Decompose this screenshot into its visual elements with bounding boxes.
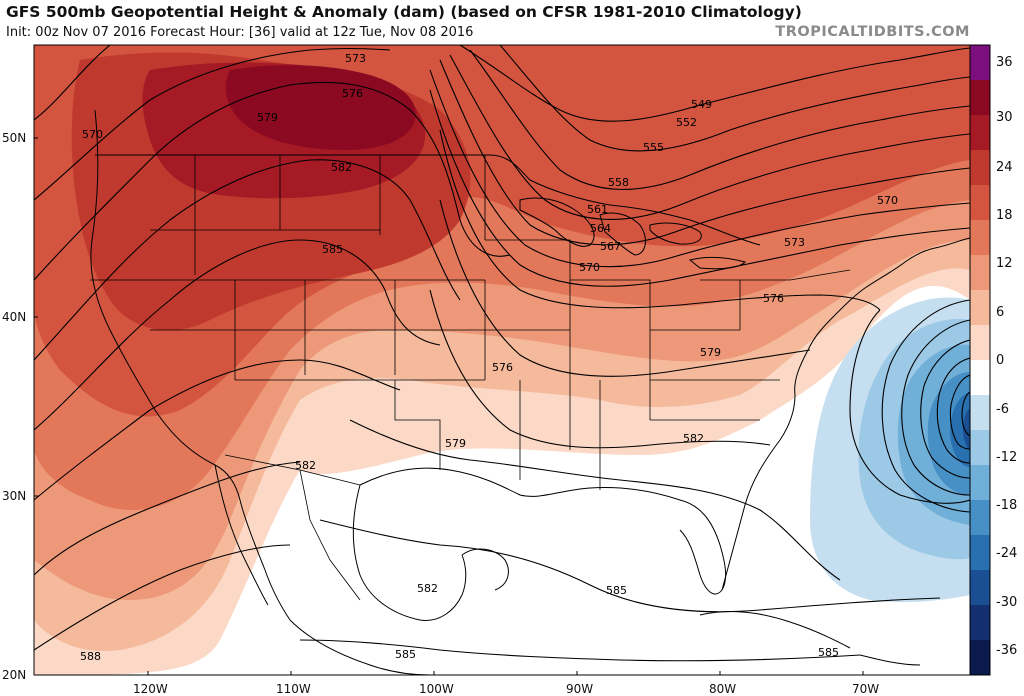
map-subtitle: Init: 00z Nov 07 2016 Forecast Hour: [36… — [6, 25, 474, 40]
colorbar-label: 12 — [996, 256, 1013, 271]
colorbar-segment — [970, 535, 990, 571]
contour-label: 582 — [295, 459, 316, 472]
colorbar-frame — [969, 44, 991, 676]
colorbar-segment — [970, 360, 990, 396]
contour-label: 579 — [445, 437, 466, 450]
lon-label-100w: 100W — [419, 682, 454, 696]
contour-label: 585 — [818, 646, 839, 659]
colorbar-segment — [970, 430, 990, 466]
contour-label: 552 — [676, 116, 697, 129]
colorbar-segment — [970, 115, 990, 151]
colorbar-segment — [970, 325, 990, 361]
lat-label-40n: 40N — [2, 310, 27, 324]
colorbar-segment — [970, 255, 990, 291]
contour-label: 570 — [877, 194, 898, 207]
contour-label: 582 — [417, 582, 438, 595]
colorbar-label: 36 — [996, 55, 1013, 70]
watermark: TROPICALTIDBITS.COM — [775, 24, 970, 40]
lon-label-90w: 90W — [566, 682, 594, 696]
lat-label-30n: 30N — [2, 489, 27, 503]
colorbar-label: 0 — [996, 353, 1005, 368]
lon-label-110w: 110W — [276, 682, 311, 696]
colorbar-label: -18 — [996, 498, 1018, 513]
contour-label: 582 — [331, 161, 352, 174]
contour-label: 567 — [600, 240, 621, 253]
contour-label: 579 — [257, 111, 278, 124]
colorbar-label: 18 — [996, 208, 1013, 223]
colorbar-segment — [970, 150, 990, 186]
contour-label: 573 — [784, 236, 805, 249]
contour-label: 549 — [691, 98, 712, 111]
colorbar-segment — [970, 640, 990, 676]
contour-label: 570 — [579, 261, 600, 274]
colorbar-label: 24 — [996, 160, 1013, 175]
contour-label: 570 — [82, 128, 103, 141]
contour-label: 573 — [345, 52, 366, 65]
anomaly-fill — [34, 45, 970, 675]
lon-label-80w: 80W — [709, 682, 737, 696]
colorbar-segment — [970, 500, 990, 536]
colorbar-segment — [970, 395, 990, 431]
colorbar-segment — [970, 45, 990, 81]
colorbar-segment — [970, 185, 990, 221]
colorbar-segment — [970, 80, 990, 116]
map-title: GFS 500mb Geopotential Height & Anomaly … — [6, 3, 802, 21]
lat-label-50n: 50N — [2, 131, 27, 145]
colorbar-segment — [970, 290, 990, 326]
contour-label: 585 — [606, 584, 627, 597]
lat-label-20n: 20N — [2, 668, 27, 682]
contour-label: 579 — [700, 346, 721, 359]
contour-label: 585 — [322, 243, 343, 256]
contour-label: 558 — [608, 176, 629, 189]
colorbar-segment — [970, 465, 990, 501]
contour-label: 576 — [342, 87, 363, 100]
contour-label-layer: 573 576 579 570 582 585 549 552 555 558 … — [80, 52, 898, 663]
colorbar-label: -24 — [996, 546, 1018, 561]
axis-ticks — [34, 137, 864, 675]
colorbar-segment — [970, 220, 990, 256]
contour-label: 582 — [683, 432, 704, 445]
lon-label-120w: 120W — [133, 682, 168, 696]
colorbar-segment — [970, 605, 990, 641]
contour-label: 588 — [80, 650, 101, 663]
contour-label: 576 — [492, 361, 513, 374]
colorbar-label: -30 — [996, 595, 1018, 610]
colorbar-label: -36 — [996, 643, 1018, 658]
coastline-layer — [90, 109, 970, 675]
height-contours — [34, 45, 970, 662]
contour-label: 585 — [395, 648, 416, 661]
state-borders — [90, 155, 851, 601]
contour-label: 555 — [643, 141, 664, 154]
colorbar — [969, 44, 991, 676]
colorbar-label: 30 — [996, 110, 1013, 125]
colorbar-label: 6 — [996, 305, 1005, 320]
contour-label: 561 — [587, 203, 608, 216]
colorbar-label: -12 — [996, 450, 1018, 465]
lon-label-70w: 70W — [852, 682, 880, 696]
contour-label: 564 — [590, 222, 611, 235]
colorbar-segment — [970, 570, 990, 606]
colorbar-label: -6 — [996, 402, 1009, 417]
contour-label: 576 — [763, 292, 784, 305]
